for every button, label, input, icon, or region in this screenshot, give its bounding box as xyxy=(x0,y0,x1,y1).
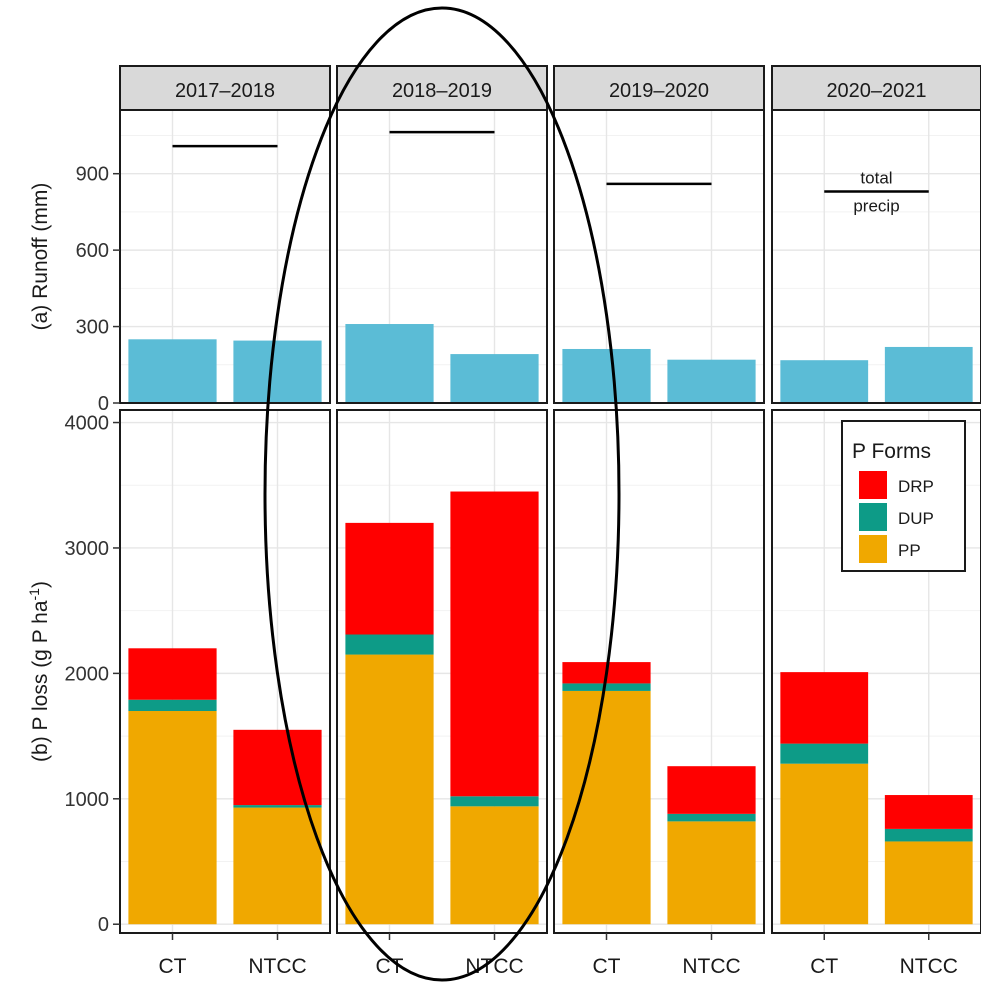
runoff-bar xyxy=(667,359,756,403)
y-tick-label: 2000 xyxy=(65,663,110,685)
ploss-bar-dup xyxy=(128,699,217,712)
legend-swatch-drp xyxy=(859,471,887,499)
y-axis-title-superscript: -1 xyxy=(26,588,42,601)
ploss-bar-pp xyxy=(780,763,869,925)
panel-border xyxy=(553,109,765,404)
ploss-bar-pp xyxy=(345,654,434,925)
runoff-bar xyxy=(562,348,651,403)
ploss-bar-drp xyxy=(450,491,539,797)
panel-border xyxy=(771,109,981,404)
runoff-bar xyxy=(450,354,539,403)
ploss-bar-drp xyxy=(667,766,756,814)
panel-border xyxy=(336,109,548,404)
panel-border xyxy=(771,409,981,934)
annotation-precip: precip xyxy=(853,197,899,216)
ploss-bar-dup xyxy=(562,683,651,691)
ploss-bar-drp xyxy=(345,522,434,635)
ploss-bar-drp xyxy=(233,729,322,806)
annotation-total: total xyxy=(860,169,892,188)
x-tick-label: CT xyxy=(376,955,404,978)
runoff-bar xyxy=(780,360,869,403)
runoff-bar xyxy=(884,346,973,403)
ploss-bar-dup xyxy=(780,743,869,764)
ploss-bar-drp xyxy=(884,795,973,829)
panel-border xyxy=(119,409,331,934)
facet-strip xyxy=(771,65,981,111)
y-tick-label: 900 xyxy=(76,164,109,186)
ploss-bar-drp xyxy=(780,672,869,744)
y-tick-label: 0 xyxy=(98,393,109,415)
ploss-bar-dup xyxy=(345,634,434,655)
facet-strip xyxy=(119,65,331,111)
ploss-bar-dup xyxy=(450,796,539,807)
y-tick-label: 0 xyxy=(98,914,109,936)
legend-swatch-dup xyxy=(859,503,887,531)
legend-label: DUP xyxy=(898,509,934,528)
runoff-bar xyxy=(128,339,217,403)
y-axis-title-text: ) xyxy=(29,581,52,588)
y-tick-label: 1000 xyxy=(65,789,110,811)
x-tick-label: NTCC xyxy=(248,955,306,978)
ploss-bar-dup xyxy=(233,805,322,808)
x-tick-label: CT xyxy=(159,955,187,978)
ploss-bar-drp xyxy=(128,648,217,700)
x-tick-label: CT xyxy=(593,955,621,978)
ploss-bar-pp xyxy=(233,807,322,925)
y-axis-title-ploss: (b) P loss (g P ha-1) xyxy=(26,581,52,762)
panel-border xyxy=(119,109,331,404)
facet-strip xyxy=(336,65,548,111)
runoff-bar xyxy=(345,324,434,403)
x-tick-label: NTCC xyxy=(465,955,523,978)
ploss-bar-dup xyxy=(667,813,756,822)
y-tick-label: 600 xyxy=(76,240,109,262)
ploss-bar-pp xyxy=(667,821,756,925)
facet-label: 2020–2021 xyxy=(826,80,926,102)
highlight-ellipse xyxy=(263,6,621,982)
ploss-bar-pp xyxy=(450,806,539,925)
y-axis-title-runoff: (a) Runoff (mm) xyxy=(29,183,52,331)
legend-title: P Forms xyxy=(852,440,931,463)
legend-swatch-pp xyxy=(859,535,887,563)
y-axis-title-text: (b) P loss (g P ha xyxy=(29,600,52,762)
ploss-bar-pp xyxy=(562,690,651,925)
facet-label: 2019–2020 xyxy=(609,80,709,102)
ploss-bar-pp xyxy=(884,841,973,925)
panel-border xyxy=(336,409,548,934)
x-tick-label: NTCC xyxy=(900,955,958,978)
x-tick-label: CT xyxy=(810,955,838,978)
runoff-bar xyxy=(233,340,322,403)
panel-border xyxy=(553,409,765,934)
x-tick-label: NTCC xyxy=(682,955,740,978)
y-tick-label: 3000 xyxy=(65,538,110,560)
legend-label: PP xyxy=(898,541,921,560)
y-tick-label: 300 xyxy=(76,317,109,339)
ploss-bar-pp xyxy=(128,711,217,925)
legend-label: DRP xyxy=(898,477,934,496)
ploss-bar-dup xyxy=(884,828,973,842)
facet-label: 2018–2019 xyxy=(392,80,492,102)
facet-label: 2017–2018 xyxy=(175,80,275,102)
y-tick-label: 4000 xyxy=(65,413,110,435)
